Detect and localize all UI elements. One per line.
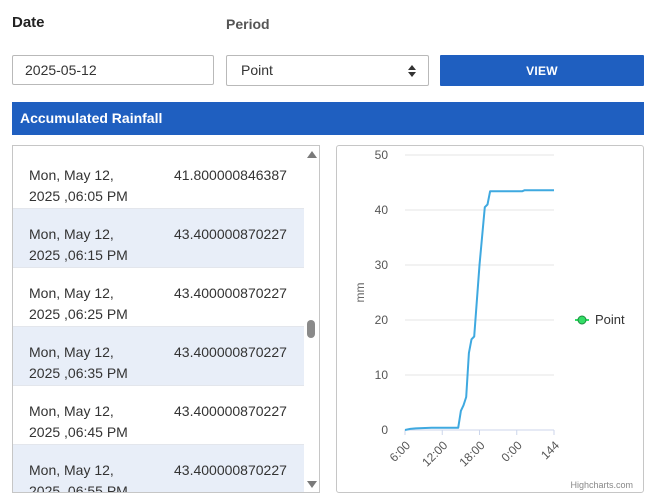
row-timestamp: Mon, May 12, 2025 ,06:55 PM — [29, 460, 169, 493]
y-tick-label: 0 — [381, 423, 388, 437]
view-button[interactable]: VIEW — [440, 55, 644, 86]
row-timestamp-date: Mon, May 12, — [29, 344, 114, 360]
x-tick-label: 6:00 — [387, 438, 414, 465]
row-value: 43.400000870227 — [174, 403, 287, 419]
row-timestamp-time: 2025 ,06:55 PM — [29, 483, 128, 493]
row-timestamp: Mon, May 12, 2025 ,06:15 PM — [29, 224, 169, 266]
scroll-thumb[interactable] — [307, 320, 315, 338]
y-tick-label: 20 — [375, 313, 389, 327]
list-item: Mon, May 12, 2025 ,06:35 PM 43.40000087022… — [13, 327, 305, 386]
list-item: Mon, May 12, 2025 ,06:45 PM 43.40000087022… — [13, 386, 305, 445]
x-tick-label: 12:00 — [419, 438, 450, 469]
list-item: Mon, May 12, 2025 ,06:15 PM 43.40000087022… — [13, 209, 305, 268]
y-tick-label: 10 — [375, 368, 389, 382]
date-input[interactable] — [12, 55, 214, 85]
row-timestamp-time: 2025 ,06:05 PM — [29, 188, 128, 204]
row-timestamp-date: Mon, May 12, — [29, 403, 114, 419]
date-label: Date — [12, 14, 45, 31]
x-tick-label: 0:00 — [498, 438, 525, 465]
rainfall-chart: 0 10 20 30 40 50 6:00 12:00 18:00 0:00 144 mm Point H… — [336, 145, 644, 493]
row-timestamp-date: Mon, May 12, — [29, 226, 114, 242]
rainfall-list[interactable]: Mon, May 12, 2025 ,06:05 PM 41.80000084638… — [12, 145, 320, 493]
row-timestamp: Mon, May 12, 2025 ,06:45 PM — [29, 401, 169, 443]
y-axis-title: mm — [353, 283, 367, 303]
row-timestamp: Mon, May 12, 2025 ,06:05 PM — [29, 165, 169, 207]
list-item: Mon, May 12, 2025 ,06:25 PM 43.40000087022… — [13, 268, 305, 327]
row-timestamp: Mon, May 12, 2025 ,06:25 PM — [29, 283, 169, 325]
y-tick-label: 50 — [375, 148, 389, 162]
row-value: 43.400000870227 — [174, 285, 287, 301]
row-value: 43.400000870227 — [174, 226, 287, 242]
row-timestamp-date: Mon, May 12, — [29, 285, 114, 301]
row-value: 41.800000846387 — [174, 167, 287, 183]
row-timestamp-time: 2025 ,06:45 PM — [29, 424, 128, 440]
y-tick-label: 40 — [375, 203, 389, 217]
series-line — [404, 189, 554, 431]
period-label: Period — [226, 16, 270, 32]
x-tick-label: 18:00 — [456, 438, 487, 469]
chart-credit: Highcharts.com — [570, 480, 633, 490]
row-value: 43.400000870227 — [174, 344, 287, 360]
list-item: Mon, May 12, 2025 ,06:55 PM 43.40000087022… — [13, 445, 305, 493]
section-header: Accumulated Rainfall — [12, 102, 644, 135]
row-value: 43.400000870227 — [174, 462, 287, 478]
row-timestamp-time: 2025 ,06:35 PM — [29, 365, 128, 381]
scrollbar[interactable] — [304, 146, 319, 492]
row-timestamp: Mon, May 12, 2025 ,06:35 PM — [29, 342, 169, 384]
y-tick-label: 30 — [375, 258, 389, 272]
list-item: Mon, May 12, 2025 ,06:05 PM 41.80000084638… — [13, 150, 305, 209]
row-timestamp-time: 2025 ,06:15 PM — [29, 247, 128, 263]
sort-arrows-icon — [408, 65, 416, 77]
period-select-value: Point — [241, 62, 273, 78]
row-timestamp-time: 2025 ,06:25 PM — [29, 306, 128, 322]
chart-canvas: 0 10 20 30 40 50 6:00 12:00 18:00 0:00 144 mm Point H… — [353, 148, 633, 490]
triangle-up-icon[interactable] — [307, 151, 317, 158]
period-select[interactable]: Point — [226, 55, 429, 86]
row-timestamp-date: Mon, May 12, — [29, 462, 114, 478]
triangle-down-icon[interactable] — [307, 481, 317, 488]
x-tick-label: 144 — [538, 438, 562, 462]
circle-marker-icon — [577, 315, 587, 325]
legend-label: Point — [595, 312, 625, 327]
row-timestamp-date: Mon, May 12, — [29, 167, 114, 183]
